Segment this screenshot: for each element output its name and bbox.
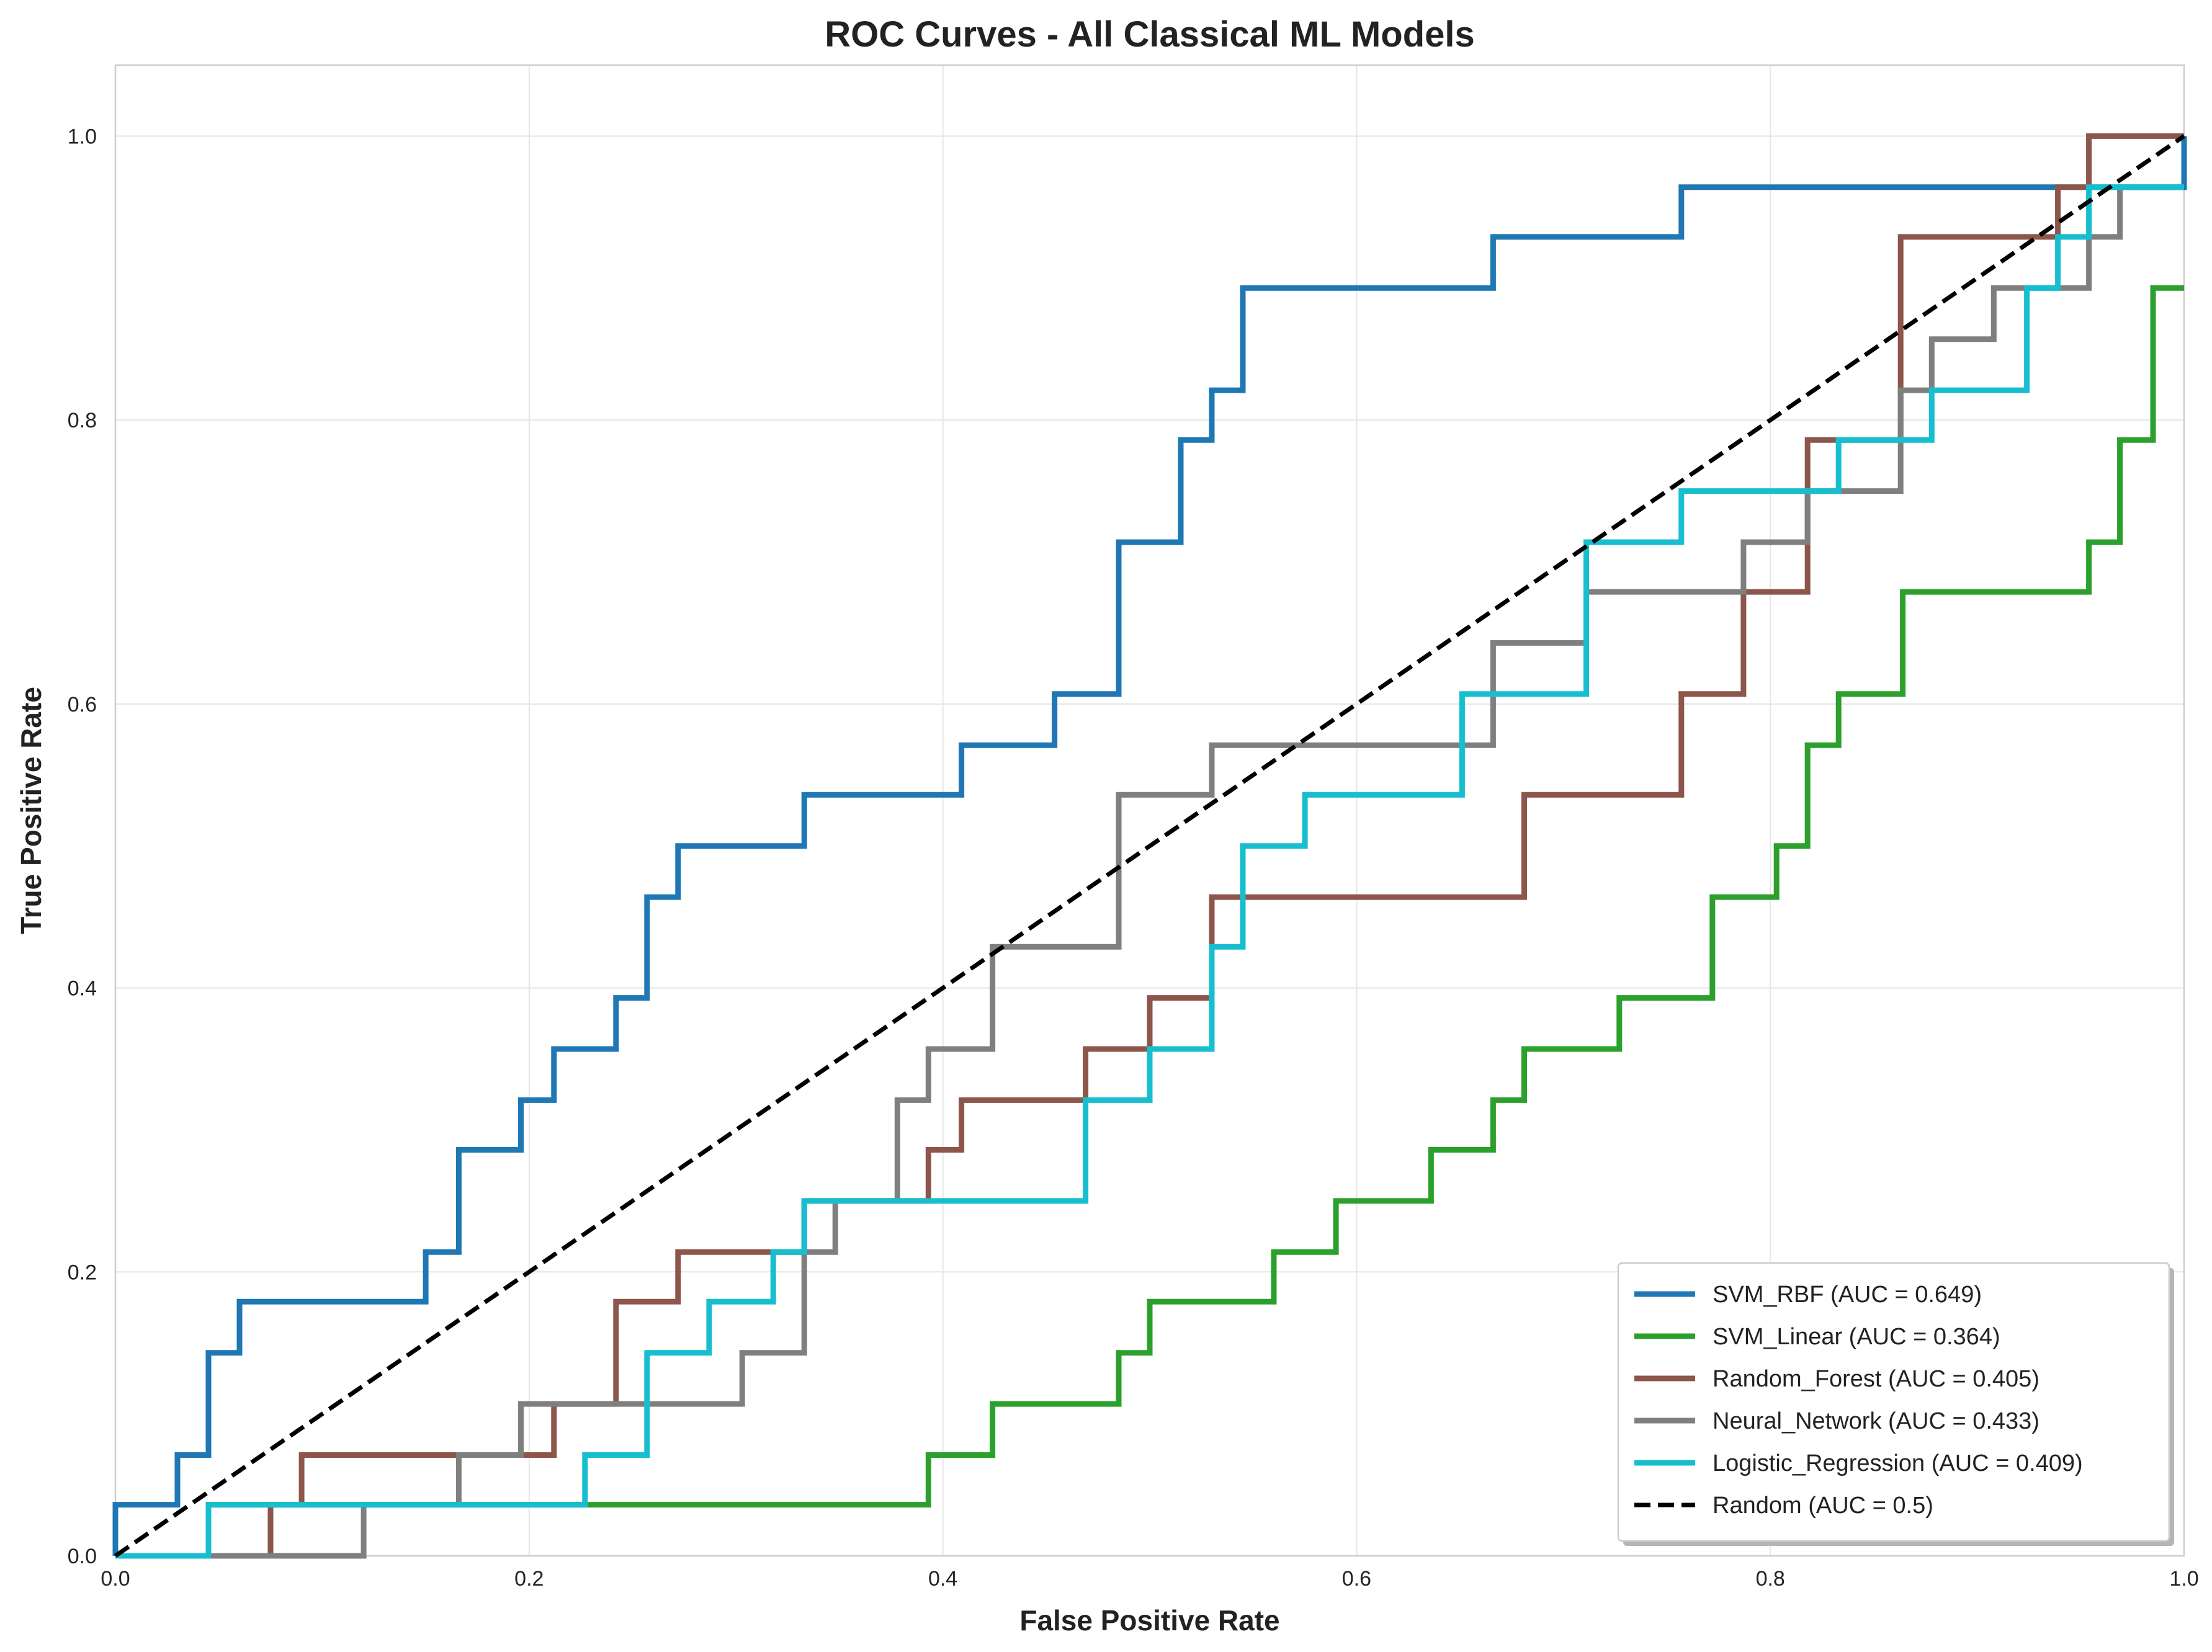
y-tick-label: 0.4 — [68, 977, 97, 1001]
series-line-random — [114, 134, 2185, 1558]
legend-entry-label: Neural_Network (AUC = 0.433) — [1713, 1408, 2040, 1434]
legend-box — [1617, 1262, 2170, 1542]
x-axis-label: False Positive Rate — [1019, 1604, 1279, 1636]
legend-entry-label: Random (AUC = 0.5) — [1713, 1493, 1933, 1519]
plot-frame — [114, 64, 2185, 1557]
x-tick-label: 1.0 — [2169, 1567, 2198, 1591]
y-tick-label: 0.6 — [68, 693, 97, 717]
legend-entry-label: Random_Forest (AUC = 0.405) — [1713, 1366, 2040, 1392]
series-line-svm-rbf — [112, 136, 2187, 1556]
series-layer — [112, 133, 2187, 1559]
y-tick-label: 1.0 — [68, 125, 97, 148]
series-line-neural-network — [115, 184, 2184, 1559]
y-axis-label: True Positive Rate — [15, 687, 47, 934]
x-tick-label: 0.8 — [1756, 1567, 1785, 1591]
x-tick-label: 0.2 — [514, 1567, 544, 1591]
legend-entry-label: SVM_Linear (AUC = 0.364) — [1713, 1324, 2000, 1350]
legend: SVM_RBF (AUC = 0.649) SVM_Linear (AUC = 0… — [1617, 1262, 2174, 1546]
chart-title: ROC Curves - All Classical ML Models — [825, 14, 1475, 55]
tick-labels: 0.0 0.2 0.4 0.6 0.8 1.0 0.0 0.2 0.4 0.6 0.8 1.0 — [68, 125, 2199, 1591]
x-tick-label: 0.4 — [928, 1567, 957, 1591]
series-line-logistic-regression — [115, 184, 2184, 1559]
legend-entry-label: SVM_RBF (AUC = 0.649) — [1713, 1282, 1982, 1308]
y-tick-label: 0.8 — [68, 409, 97, 432]
y-tick-label: 0.0 — [68, 1545, 97, 1568]
x-tick-label: 0.0 — [101, 1567, 130, 1591]
x-tick-label: 0.6 — [1342, 1567, 1371, 1591]
legend-entry-label: Logistic_Regression (AUC = 0.409) — [1713, 1450, 2083, 1476]
series-line-svm-linear — [115, 285, 2184, 1559]
y-tick-label: 0.2 — [68, 1261, 97, 1284]
